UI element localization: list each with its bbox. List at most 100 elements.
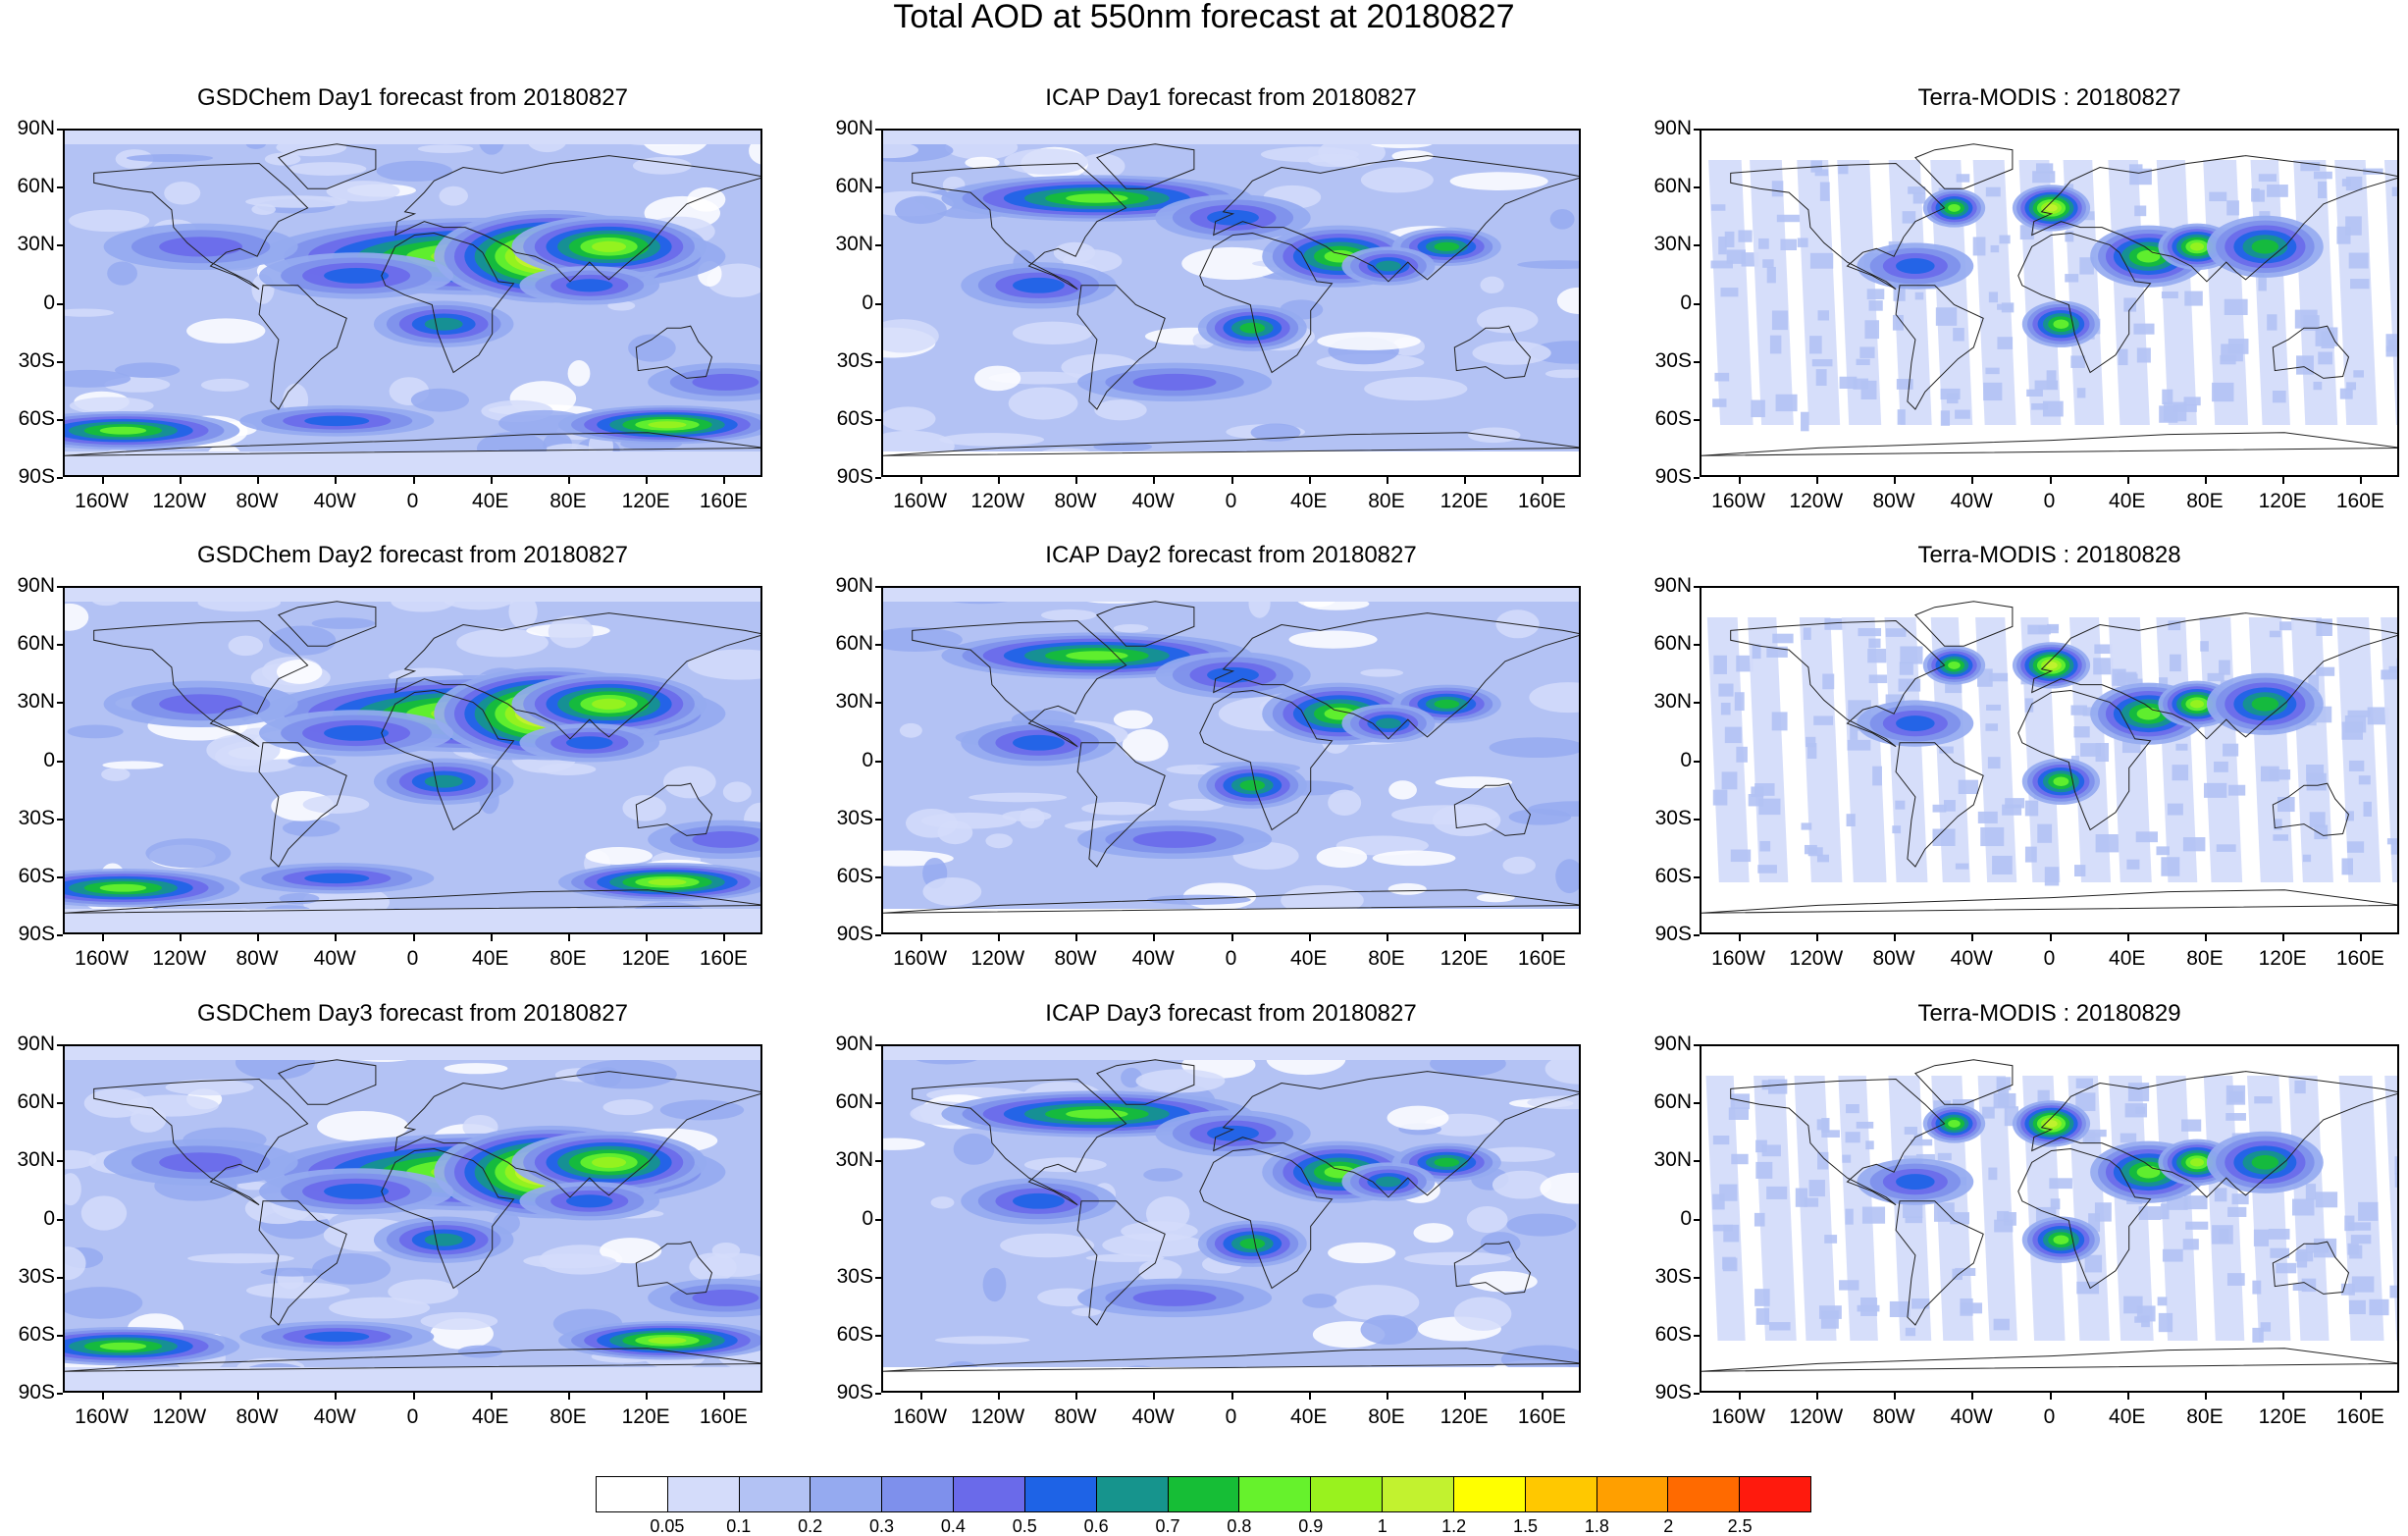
lat-tick-label: 0 (862, 291, 873, 314)
lon-tick (179, 934, 182, 941)
lat-tick-label: 30N (835, 1148, 873, 1172)
lat-tick-label: 60N (835, 1090, 873, 1114)
lat-tick (875, 760, 881, 763)
lon-tick-label: 120W (152, 490, 207, 512)
lon-tick (723, 934, 726, 941)
lon-tick-label: 160E (2335, 947, 2384, 970)
lon-tick-label: 160W (893, 947, 948, 970)
lat-tick-label: 0 (1680, 748, 1692, 771)
colorbar-box (954, 1477, 1025, 1511)
aod-field (1701, 1046, 2397, 1372)
lat-tick (57, 129, 63, 131)
lon-tick (490, 934, 493, 941)
lon-tick-label: 0 (2043, 947, 2056, 970)
lon-tick (919, 1393, 922, 1400)
lon-tick (412, 477, 415, 484)
lon-tick (1971, 477, 1974, 484)
lon-tick (2049, 934, 2052, 941)
lon-tick-label: 0 (2043, 1405, 2056, 1428)
lon-tick (2049, 477, 2052, 484)
lon-tick (1153, 477, 1156, 484)
lat-tick (875, 818, 881, 821)
lat-tick (1694, 760, 1700, 763)
lon-tick (1153, 934, 1156, 941)
lon-tick (1971, 1393, 1974, 1400)
lat-tick (57, 302, 63, 305)
lat-tick-label: 90S (836, 1381, 873, 1404)
lat-tick (57, 1044, 63, 1046)
lon-tick (2360, 934, 2363, 941)
lon-tick-label: 40W (1950, 490, 1993, 512)
colorbar-label: 0.3 (869, 1516, 895, 1536)
colorbar-box (1239, 1477, 1312, 1511)
lat-tick-label: 60S (836, 864, 873, 887)
lon-tick-label: 80W (1872, 490, 1915, 512)
lat-tick (875, 1334, 881, 1337)
lon-tick-label: 0 (1225, 1405, 1237, 1428)
lon-tick-label: 120W (1789, 1405, 1844, 1428)
colorbar-label: 0.2 (798, 1516, 823, 1536)
lat-tick-label: 90S (1654, 465, 1692, 488)
lon-tick (919, 934, 922, 941)
lat-tick (57, 1393, 63, 1395)
lon-tick (1153, 1393, 1156, 1400)
colorbar-label: 2 (1663, 1516, 1674, 1536)
lon-tick-label: 40W (313, 947, 356, 970)
lat-tick-label: 90S (1654, 923, 1692, 945)
lat-tick (57, 1160, 63, 1163)
lat-tick (875, 1160, 881, 1163)
aod-field (1701, 588, 2397, 914)
lon-tick (723, 477, 726, 484)
lon-tick-label: 40W (1131, 1405, 1175, 1428)
lon-tick-label: 120W (152, 947, 207, 970)
lon-tick (2360, 1393, 2363, 1400)
lon-tick-label: 120E (1440, 490, 1489, 512)
colorbar-box (1096, 1477, 1169, 1511)
lat-tick (1694, 1276, 1700, 1279)
lat-tick-label: 30S (1654, 1264, 1692, 1288)
lat-tick (1694, 477, 1700, 479)
lon-tick-label: 0 (406, 947, 419, 970)
lon-tick (1738, 477, 1741, 484)
lat-tick-label: 30S (836, 1264, 873, 1288)
lon-tick-label: 0 (406, 1405, 419, 1428)
lat-tick (1694, 1334, 1700, 1337)
lon-tick-label: 120W (970, 947, 1025, 970)
lon-tick-label: 160E (1517, 947, 1566, 970)
lon-tick-label: 80W (1054, 947, 1097, 970)
lon-tick-label: 160W (893, 490, 948, 512)
colorbar-label: 0.5 (1012, 1516, 1037, 1536)
colorbar-box (597, 1477, 668, 1511)
lat-tick (1694, 186, 1700, 189)
lon-tick-label: 0 (2043, 490, 2056, 512)
panel-title: Terra-MODIS : 20180828 (1917, 542, 2181, 568)
lat-tick-label: 0 (43, 1206, 55, 1230)
lat-tick-label: 0 (43, 748, 55, 771)
lat-tick-label: 90S (1654, 1381, 1692, 1404)
lon-tick (997, 1393, 1000, 1400)
lat-tick (1694, 1218, 1700, 1221)
colorbar-box (1668, 1477, 1741, 1511)
lon-tick-label: 160E (699, 947, 748, 970)
lon-tick-label: 80E (1368, 947, 1405, 970)
lat-tick (1694, 934, 1700, 936)
lon-tick-label: 80W (1872, 1405, 1915, 1428)
lon-tick-label: 120W (152, 1405, 207, 1428)
lon-tick (101, 1393, 104, 1400)
aod-map (63, 129, 762, 477)
lon-tick (646, 477, 649, 484)
lat-tick (875, 477, 881, 479)
lon-tick-label: 160E (2335, 490, 2384, 512)
lon-tick (919, 477, 922, 484)
lon-tick-label: 40W (313, 490, 356, 512)
lon-tick-label: 40E (472, 947, 509, 970)
lat-tick (57, 1276, 63, 1279)
lon-tick-label: 80W (1054, 1405, 1097, 1428)
lon-tick-label: 80E (2186, 1405, 2224, 1428)
lon-tick-label: 160E (1517, 1405, 1566, 1428)
lat-tick (875, 875, 881, 878)
lon-tick-label: 40E (1290, 490, 1328, 512)
lon-tick-label: 120E (2258, 1405, 2307, 1428)
panel-title: ICAP Day1 forecast from 20180827 (1045, 84, 1417, 111)
lon-tick (179, 477, 182, 484)
